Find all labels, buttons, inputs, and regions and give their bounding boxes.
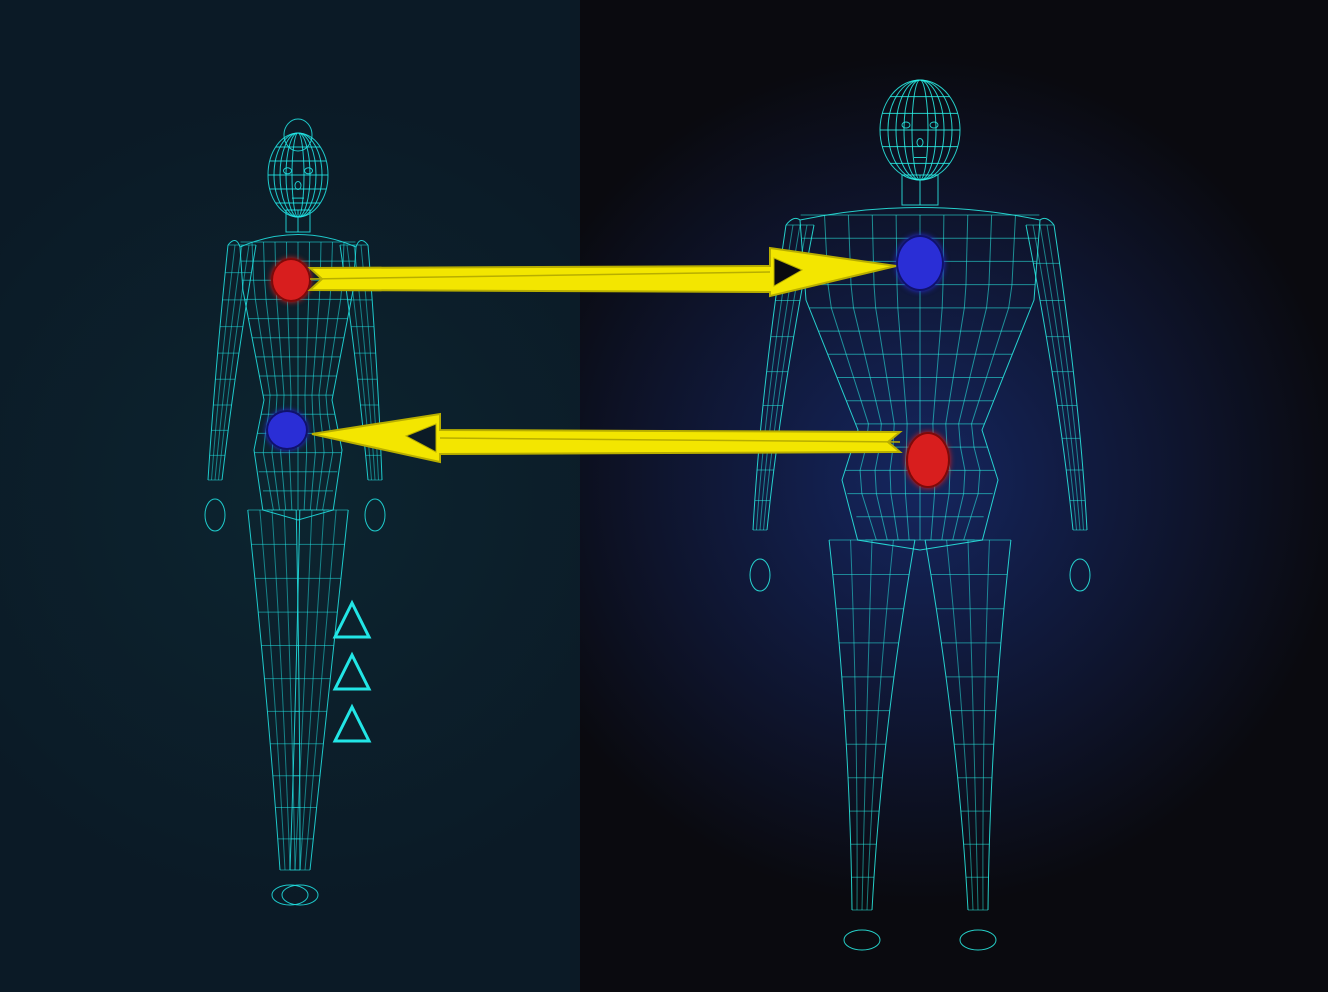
triangle-icon-2 (335, 655, 369, 689)
diagram-canvas (0, 0, 1328, 992)
triangles-left (0, 0, 1328, 992)
triangle-icon-1 (335, 603, 369, 637)
triangle-icon-3 (335, 707, 369, 741)
